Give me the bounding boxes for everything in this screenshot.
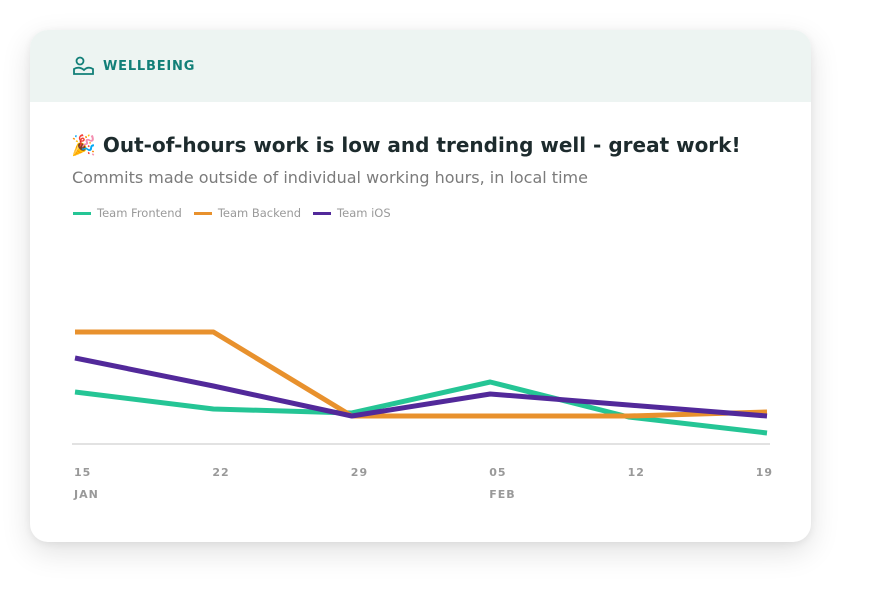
legend-label: Team iOS: [337, 206, 391, 220]
chart-title: 🎉 Out-of-hours work is low and trending …: [71, 133, 741, 157]
series-line-team-ios: [74, 355, 768, 419]
legend-swatch: [73, 211, 91, 215]
person-landscape-icon: [73, 56, 94, 75]
legend-swatch: [193, 211, 212, 215]
line-chart: 15 JAN 22 29 05 FEB 12 19: [72, 329, 773, 501]
legend-item[interactable]: Team Backend: [193, 206, 302, 220]
legend-label: Team Backend: [217, 206, 302, 220]
x-tick-month-label: FEB: [489, 488, 515, 501]
x-tick-label: 22: [212, 466, 229, 479]
x-tick-label: 15: [74, 466, 91, 479]
section-label: WELLBEING: [103, 58, 196, 74]
card-header: WELLBEING: [30, 30, 811, 102]
chart-title-text: Out-of-hours work is low and trending we…: [102, 133, 741, 157]
x-tick-label: 19: [756, 466, 773, 479]
chart-subtitle: Commits made outside of individual worki…: [72, 168, 588, 187]
legend-label: Team Frontend: [97, 206, 182, 220]
series-line-team-frontend: [74, 379, 768, 436]
chart-legend: Team Frontend Team Backend Team iOS: [73, 206, 391, 220]
x-tick-label: 12: [628, 466, 645, 479]
series-line-team-backend: [75, 329, 768, 419]
x-tick-label: 29: [351, 466, 368, 479]
x-tick-month-label: JAN: [73, 488, 99, 501]
legend-swatch: [313, 211, 332, 215]
x-tick-label: 05: [489, 466, 506, 479]
legend-item[interactable]: Team Frontend: [73, 206, 182, 220]
wellbeing-card: WELLBEING 🎉 Out-of-hours work is low and…: [30, 30, 811, 542]
party-popper-icon: 🎉: [71, 133, 96, 157]
legend-item[interactable]: Team iOS: [313, 206, 391, 220]
